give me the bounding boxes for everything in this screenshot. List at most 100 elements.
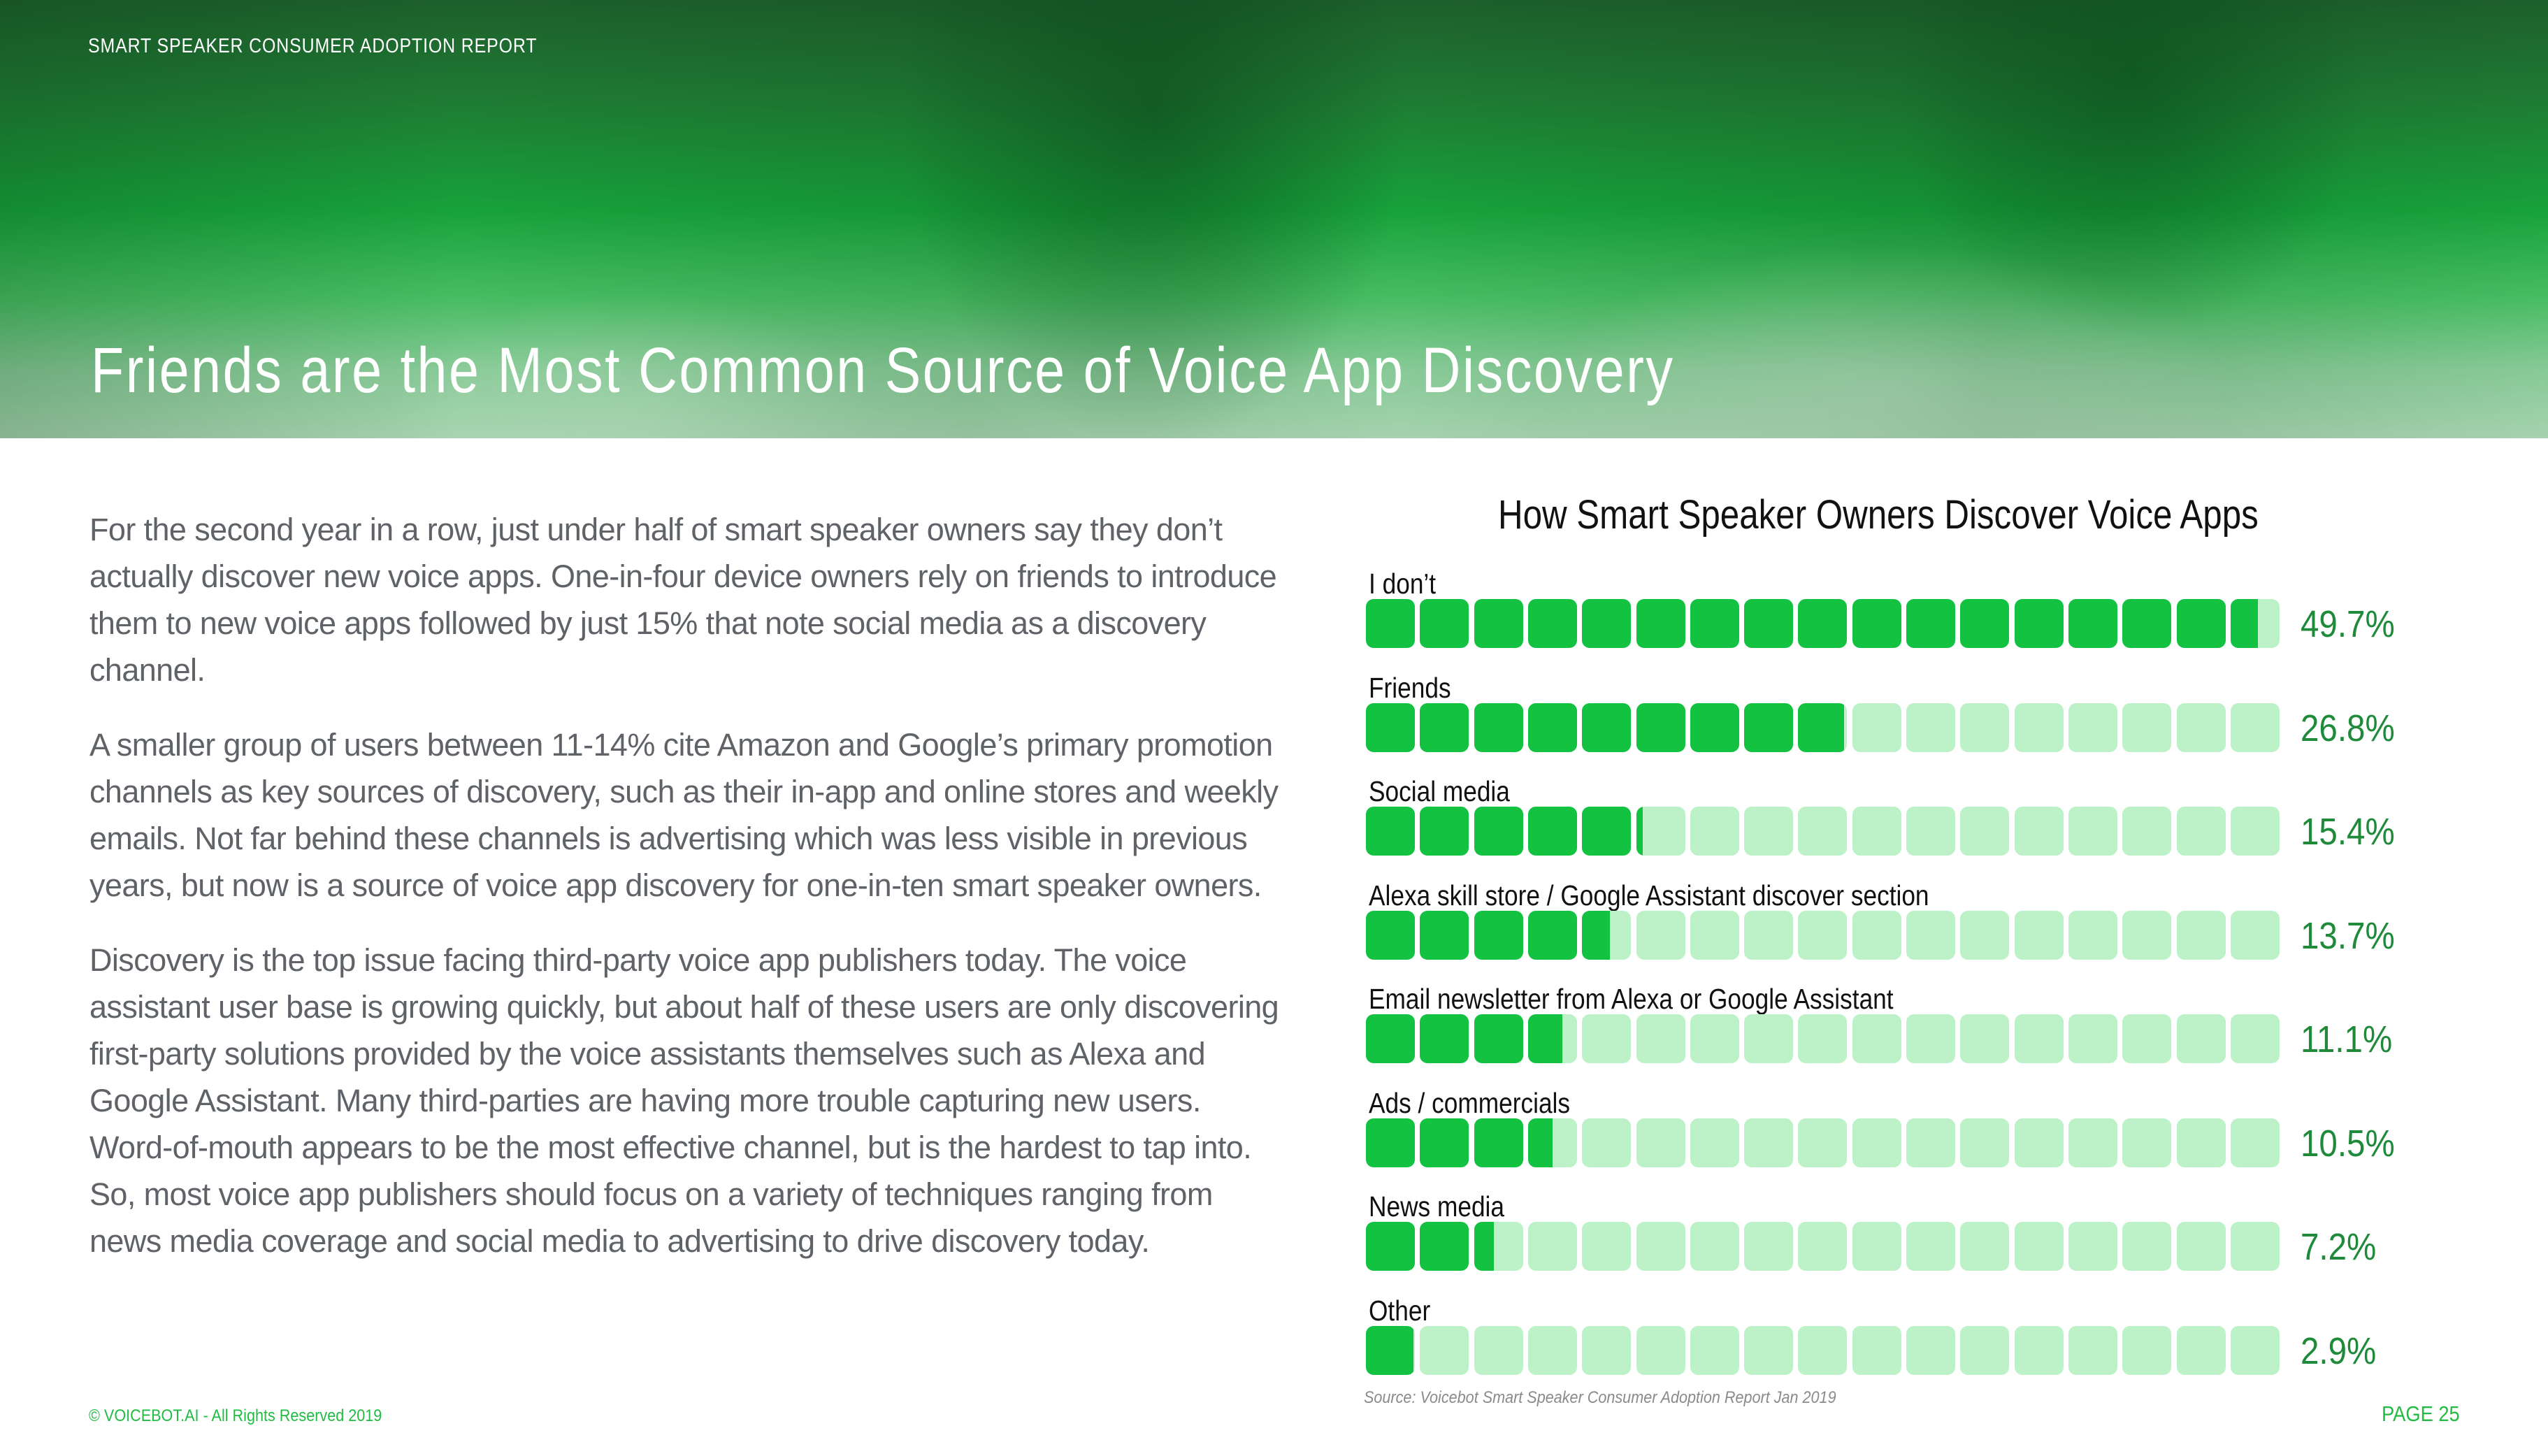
bar-block-fill — [1420, 1118, 1469, 1167]
bar-block-fill — [1636, 807, 1643, 856]
bar-block — [1420, 599, 1469, 648]
bar-block — [1906, 702, 1955, 752]
bar-block — [1744, 1325, 1794, 1375]
bar-block — [1744, 807, 1794, 856]
bar-block — [1366, 807, 1415, 856]
bar-block — [1636, 702, 1685, 752]
bar-block — [1474, 807, 1523, 856]
bar-block-fill — [1527, 702, 1577, 752]
bar-block — [2176, 1014, 2226, 1063]
bar-block-fill — [1366, 1014, 1415, 1063]
bar-block-fill — [1582, 807, 1632, 856]
bar-block — [2230, 1118, 2280, 1167]
bar-block — [1474, 599, 1523, 648]
bar-block-fill — [1366, 702, 1415, 752]
bar-block — [1420, 1118, 1469, 1167]
bar-block — [1852, 1222, 1901, 1271]
chart-row: Other 2.9% — [1366, 1295, 2484, 1398]
bar-block — [2068, 1118, 2117, 1167]
bar-block — [1690, 1118, 1739, 1167]
row-label: Email newsletter from Alexa or Google As… — [1369, 983, 1894, 1015]
bar-block — [1960, 910, 2010, 960]
bar-block-fill — [1690, 599, 1739, 648]
bar-block — [1366, 910, 1415, 960]
bar-block — [1744, 599, 1794, 648]
row-value: 15.4% — [2301, 811, 2395, 853]
bar-block — [2176, 1325, 2226, 1375]
bar-block-fill — [1527, 599, 1577, 648]
bar-block — [1798, 1222, 1848, 1271]
bar-block — [1798, 807, 1848, 856]
chart-row: Friends 26.8% — [1366, 672, 2484, 775]
bar-block — [1906, 1325, 1955, 1375]
chart-title: How Smart Speaker Owners Discover Voice … — [1366, 491, 2391, 538]
bar-block — [2014, 599, 2064, 648]
bar-block — [1906, 910, 1955, 960]
bar-block — [2068, 702, 2117, 752]
header-banner — [0, 0, 2548, 438]
bar-block — [2014, 1014, 2064, 1063]
bar-block — [1960, 599, 2010, 648]
bar-block — [1582, 1222, 1632, 1271]
bar-block — [1474, 1325, 1523, 1375]
bar-block — [2014, 702, 2064, 752]
bar-block — [2068, 910, 2117, 960]
bar-block — [2230, 807, 2280, 856]
bar-block — [1906, 1222, 1955, 1271]
bar-block — [2176, 1222, 2226, 1271]
pictograph-bar — [1366, 1118, 2282, 1167]
bar-block — [1582, 702, 1632, 752]
bar-block — [1636, 1118, 1685, 1167]
bar-block-fill — [1474, 1222, 1494, 1271]
bar-block-fill — [1527, 1118, 1553, 1167]
bar-block — [2230, 599, 2280, 648]
bar-block — [1798, 599, 1848, 648]
bar-block-fill — [1474, 807, 1523, 856]
bar-block — [1582, 1014, 1632, 1063]
bar-block — [2230, 1325, 2280, 1375]
bar-block-fill — [1420, 599, 1469, 648]
bar-block — [1366, 702, 1415, 752]
bar-block-fill — [1420, 1014, 1469, 1063]
chart-row: Social media 15.4% — [1366, 775, 2484, 879]
bar-block — [2014, 1325, 2064, 1375]
paragraph-2: A smaller group of users between 11-14% … — [89, 727, 1279, 903]
bar-block-fill — [2176, 599, 2226, 648]
bar-block-fill — [1474, 1014, 1523, 1063]
row-label: Ads / commercials — [1369, 1086, 1571, 1119]
bar-block-fill — [1744, 599, 1794, 648]
bar-block — [1582, 1118, 1632, 1167]
bar-block — [2176, 1118, 2226, 1167]
bar-block-fill — [1366, 599, 1415, 648]
pictograph-bar — [1366, 807, 2282, 856]
bar-block-fill — [1420, 1222, 1469, 1271]
bar-block — [1906, 1118, 1955, 1167]
bar-block — [1690, 702, 1739, 752]
bar-block — [2122, 807, 2172, 856]
bar-block — [1690, 807, 1739, 856]
bar-block-fill — [1366, 1222, 1415, 1271]
bar-block — [1852, 702, 1901, 752]
bar-block — [2230, 1222, 2280, 1271]
bar-block — [2014, 1118, 2064, 1167]
row-value: 26.8% — [2301, 707, 2395, 749]
bar-block-fill — [1420, 910, 1469, 960]
bar-block — [1852, 599, 1901, 648]
bar-block-fill — [1582, 599, 1632, 648]
bar-block-fill — [1474, 599, 1523, 648]
bar-block — [1527, 1014, 1577, 1063]
bar-block — [2230, 702, 2280, 752]
bar-block — [1636, 807, 1685, 856]
bar-block — [1798, 1118, 1848, 1167]
bar-block-fill — [1527, 807, 1577, 856]
bar-block — [1420, 702, 1469, 752]
bar-block — [1906, 599, 1955, 648]
bar-block — [1474, 702, 1523, 752]
report-label: SMART SPEAKER CONSUMER ADOPTION REPORT — [88, 35, 538, 57]
paragraph-1: For the second year in a row, just under… — [89, 512, 1277, 688]
bar-block — [2122, 1222, 2172, 1271]
bar-block — [1960, 807, 2010, 856]
bar-block — [1366, 1222, 1415, 1271]
bar-block — [2122, 599, 2172, 648]
bar-block — [2176, 807, 2226, 856]
